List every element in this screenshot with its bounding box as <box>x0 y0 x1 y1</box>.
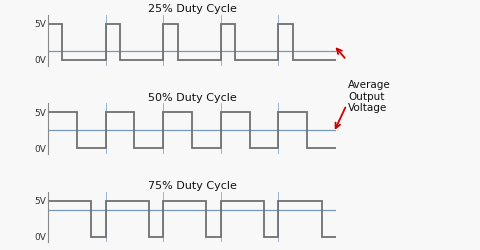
Title: 25% Duty Cycle: 25% Duty Cycle <box>147 4 237 14</box>
Title: 50% Duty Cycle: 50% Duty Cycle <box>148 93 236 103</box>
Title: 75% Duty Cycle: 75% Duty Cycle <box>147 181 237 191</box>
Text: Average
Output
Voltage: Average Output Voltage <box>348 80 391 113</box>
